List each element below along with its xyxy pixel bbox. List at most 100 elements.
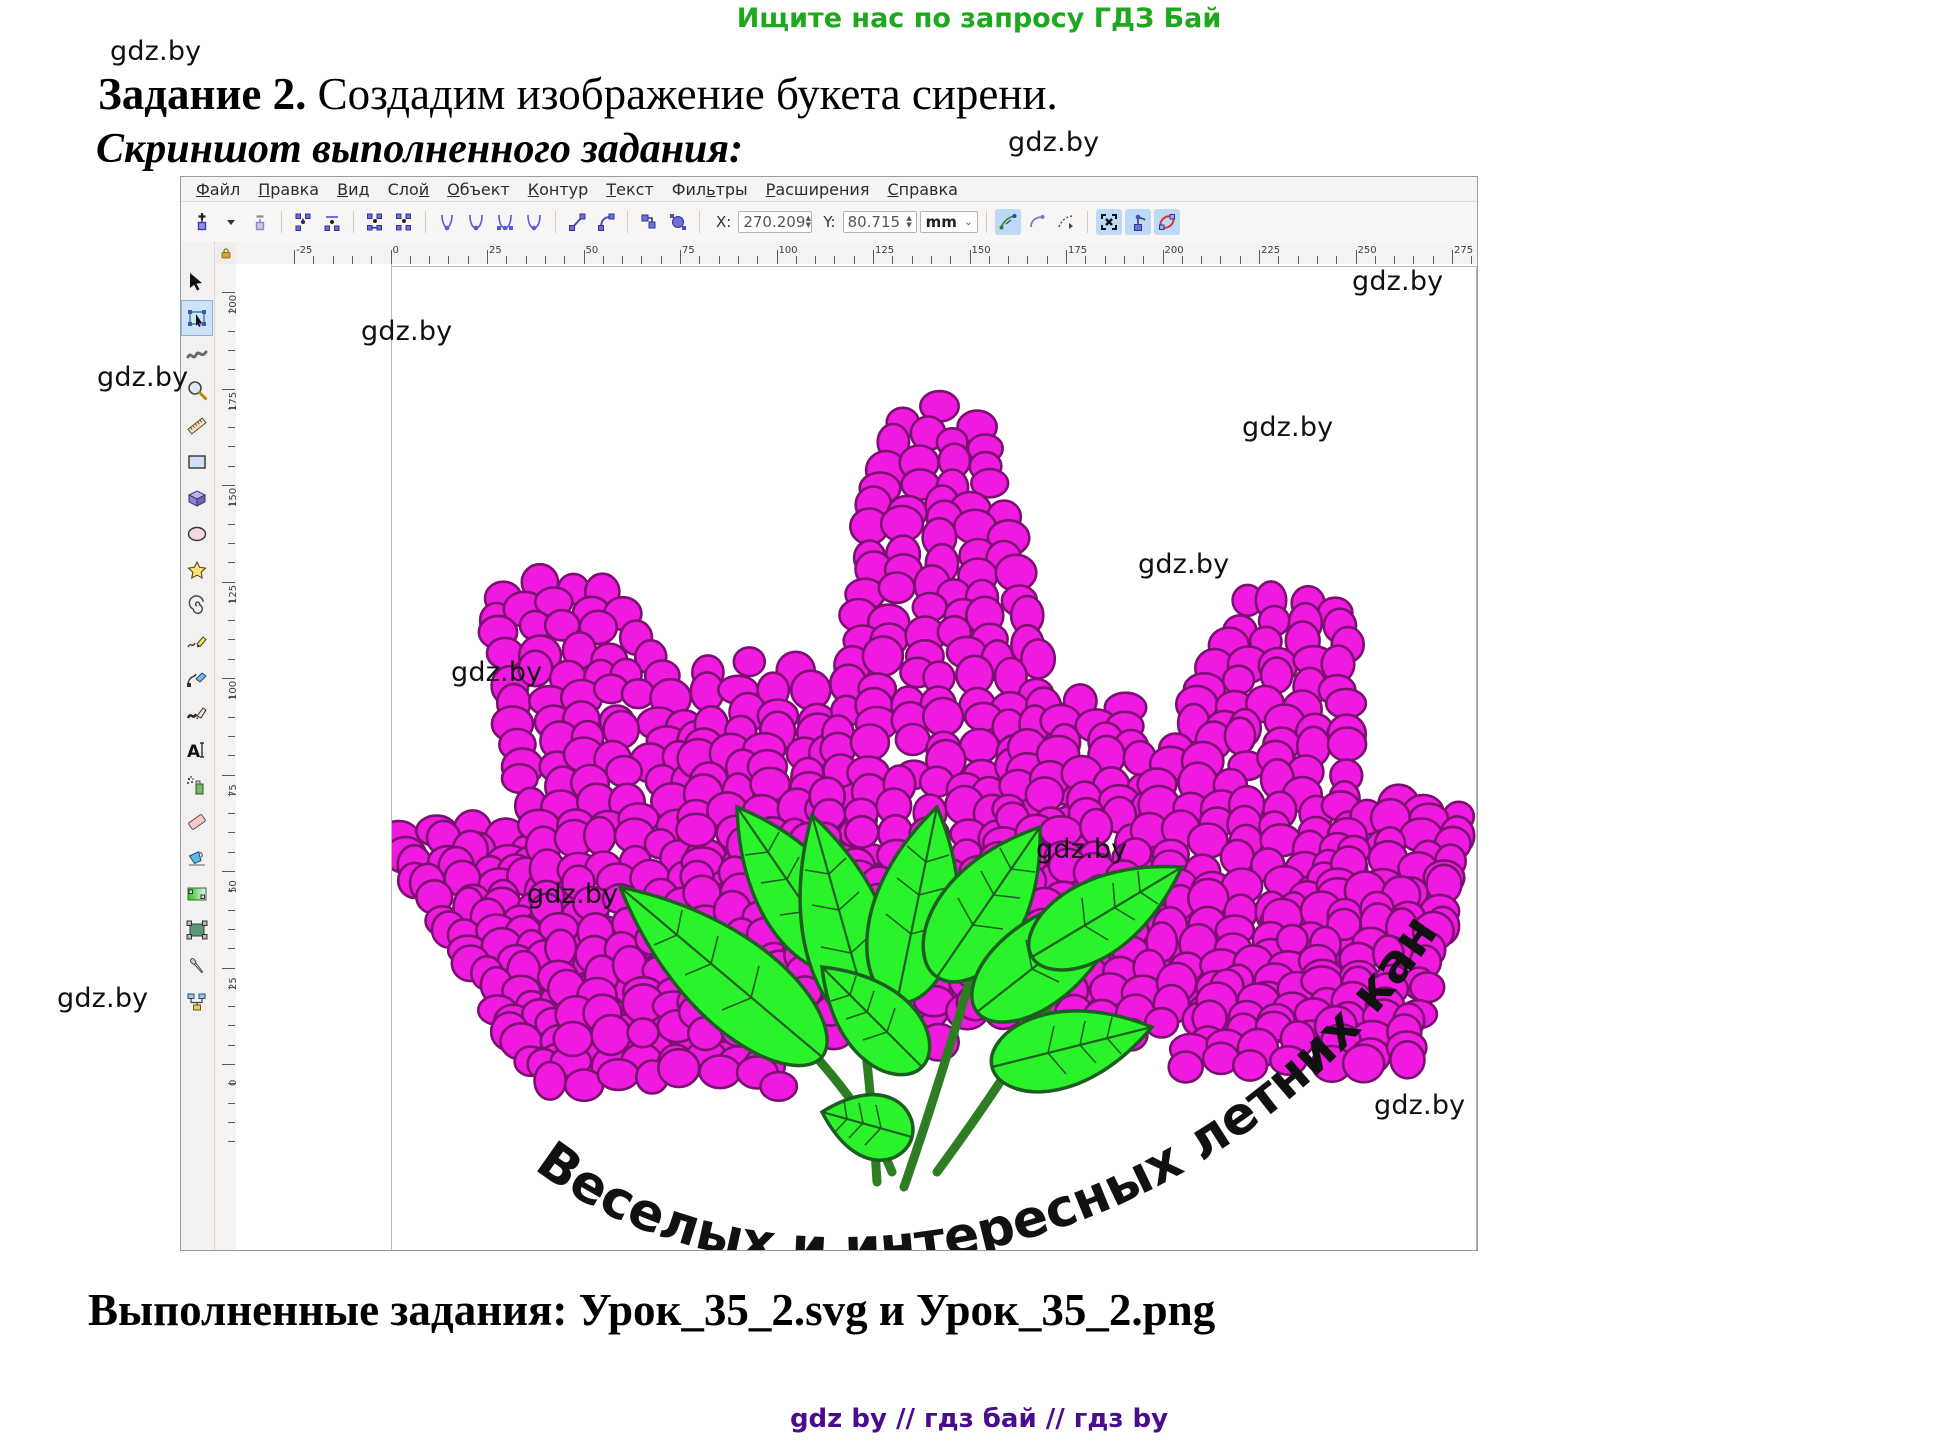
object-to-path-icon[interactable] bbox=[636, 209, 662, 235]
leaf-vein bbox=[710, 935, 719, 965]
show-handles-icon[interactable] bbox=[1095, 209, 1122, 235]
tweak-tool-icon[interactable] bbox=[181, 336, 213, 372]
show-clip-paths-icon[interactable] bbox=[1053, 209, 1079, 235]
toolbar-separator bbox=[699, 211, 700, 233]
footer-credit: gdz by // гдз бай // гдз by bbox=[789, 1404, 1169, 1434]
menu-item-3[interactable]: Слой bbox=[387, 179, 430, 199]
lilac-floret bbox=[843, 815, 880, 849]
ruler-minor-tick bbox=[228, 832, 235, 834]
show-outline-icon[interactable] bbox=[1153, 209, 1180, 235]
canvas-area[interactable]: Веселых и интересных летних каникул! bbox=[236, 264, 1477, 1250]
ruler-major-tick bbox=[222, 967, 235, 969]
break-nodes-icon[interactable] bbox=[319, 209, 345, 235]
zoom-tool-icon[interactable] bbox=[181, 372, 213, 408]
paint-bucket-tool-icon[interactable] bbox=[181, 840, 213, 876]
spray-tool-icon[interactable] bbox=[181, 768, 213, 804]
menu-item-9[interactable]: Справка bbox=[887, 179, 958, 199]
ruler-minor-tick bbox=[228, 890, 235, 892]
ruler-minor-tick bbox=[228, 427, 235, 429]
vertical-ruler[interactable]: 2001751501251007550250 bbox=[216, 264, 237, 1250]
node-cusp-icon[interactable] bbox=[434, 209, 460, 235]
insert-node-dropdown-icon[interactable] bbox=[218, 209, 244, 235]
lilac-bouquet-artwork[interactable]: Веселых и интересных летних каникул! bbox=[373, 264, 1477, 1250]
ruler-label: 150 bbox=[971, 245, 991, 256]
spiral-tool-icon[interactable] bbox=[181, 588, 213, 624]
menu-item-1[interactable]: Правка bbox=[258, 179, 320, 199]
leaf-8[interactable] bbox=[989, 1009, 1155, 1094]
show-bezier-handles-icon[interactable] bbox=[1124, 209, 1151, 235]
pencil-tool-icon[interactable] bbox=[181, 624, 213, 660]
leaf-midrib bbox=[821, 1110, 913, 1139]
show-path-outline-icon[interactable] bbox=[1024, 209, 1050, 235]
leaf-vein bbox=[767, 831, 780, 853]
segment-curve-icon[interactable] bbox=[593, 209, 619, 235]
leaf-5[interactable] bbox=[820, 965, 932, 1077]
ruler-major-tick bbox=[969, 250, 971, 264]
eraser-tool-icon[interactable] bbox=[181, 804, 213, 840]
ruler-minor-tick bbox=[228, 658, 235, 660]
horizontal-ruler[interactable]: -25 0 25 50 75 100 125 150 175 200 225 250 275 bbox=[236, 242, 1477, 265]
ellipse-tool-icon[interactable] bbox=[181, 516, 213, 552]
dropper-tool-icon[interactable] bbox=[181, 948, 213, 984]
menu-item-6[interactable]: Текст bbox=[606, 179, 654, 199]
units-select[interactable]: mm ⌄ bbox=[919, 211, 978, 233]
y-coordinate-input[interactable]: 80.715 ▲ ▼ bbox=[842, 211, 917, 233]
x-coordinate-label: X: bbox=[716, 213, 732, 231]
leaf-vein bbox=[957, 897, 974, 926]
leaf-vein bbox=[862, 1031, 888, 1041]
node-editor-tool-icon[interactable] bbox=[181, 300, 213, 336]
lilac-floret bbox=[596, 1057, 641, 1092]
insert-node-icon[interactable] bbox=[189, 209, 215, 235]
leaf-vein bbox=[885, 913, 912, 935]
lilac-floret bbox=[1389, 1039, 1426, 1080]
lilac-floret bbox=[849, 723, 891, 762]
ruler-minor-tick bbox=[228, 504, 235, 506]
show-transform-handles-icon[interactable] bbox=[994, 209, 1021, 235]
leaf-10[interactable] bbox=[1027, 864, 1185, 972]
leaf-9[interactable] bbox=[819, 1092, 915, 1162]
svg-page[interactable]: Веселых и интересных летних каникул! bbox=[373, 264, 1477, 1250]
leaf-vein bbox=[684, 963, 712, 976]
delete-segment-icon[interactable] bbox=[391, 209, 417, 235]
lilac-floret bbox=[698, 1054, 742, 1090]
node-smooth-icon[interactable] bbox=[463, 209, 489, 235]
lilac-floret bbox=[605, 754, 644, 788]
lilac-floret bbox=[675, 812, 718, 848]
node-auto-icon[interactable] bbox=[521, 209, 547, 235]
mesh-gradient-tool-icon[interactable] bbox=[181, 912, 213, 948]
menu-item-7[interactable]: Фильтры bbox=[671, 179, 748, 199]
menu-item-2[interactable]: Вид bbox=[337, 179, 370, 199]
star-tool-icon[interactable] bbox=[181, 552, 213, 588]
segment-line-icon[interactable] bbox=[564, 209, 590, 235]
ruler-major-tick bbox=[1259, 250, 1260, 264]
box3d-tool-icon[interactable] bbox=[181, 480, 213, 516]
node-symmetric-icon[interactable] bbox=[492, 209, 518, 235]
menu-item-0[interactable]: Файл bbox=[196, 179, 241, 199]
watermark: gdz.by bbox=[97, 362, 189, 393]
join-nodes-icon[interactable] bbox=[290, 209, 316, 235]
join-segment-icon[interactable] bbox=[362, 209, 388, 235]
ruler-label: -25 bbox=[296, 245, 313, 256]
bezier-tool-icon[interactable] bbox=[181, 660, 213, 696]
connector-tool-icon[interactable] bbox=[181, 984, 213, 1020]
y-spinner-arrows[interactable]: ▲ ▼ bbox=[906, 214, 912, 229]
x-coordinate-input[interactable]: 270.209 ▲ ▼ bbox=[738, 211, 813, 233]
menu-item-8[interactable]: Расширения bbox=[765, 179, 870, 199]
stroke-to-path-icon[interactable] bbox=[665, 209, 691, 235]
gradient-tool-icon[interactable] bbox=[181, 876, 213, 912]
delete-node-icon[interactable] bbox=[247, 209, 273, 235]
calligraphy-tool-icon[interactable] bbox=[181, 696, 213, 732]
selector-tool-icon[interactable] bbox=[181, 264, 213, 300]
leaf-vein bbox=[843, 1100, 848, 1120]
cluster-right-outer[interactable] bbox=[1167, 783, 1476, 1084]
leaf-1[interactable] bbox=[617, 884, 829, 1068]
ruler-major-tick bbox=[390, 250, 392, 264]
rectangle-tool-icon[interactable] bbox=[181, 444, 213, 480]
x-spinner-arrows[interactable]: ▲ ▼ bbox=[805, 214, 812, 229]
leaf-vein bbox=[866, 990, 875, 1013]
ruler-lock-icon[interactable] bbox=[216, 242, 236, 264]
measure-tool-icon[interactable] bbox=[181, 408, 213, 444]
menu-item-4[interactable]: Объект bbox=[447, 179, 510, 199]
menu-item-5[interactable]: Контур bbox=[527, 179, 589, 199]
text-tool-icon[interactable]: A bbox=[181, 732, 213, 768]
